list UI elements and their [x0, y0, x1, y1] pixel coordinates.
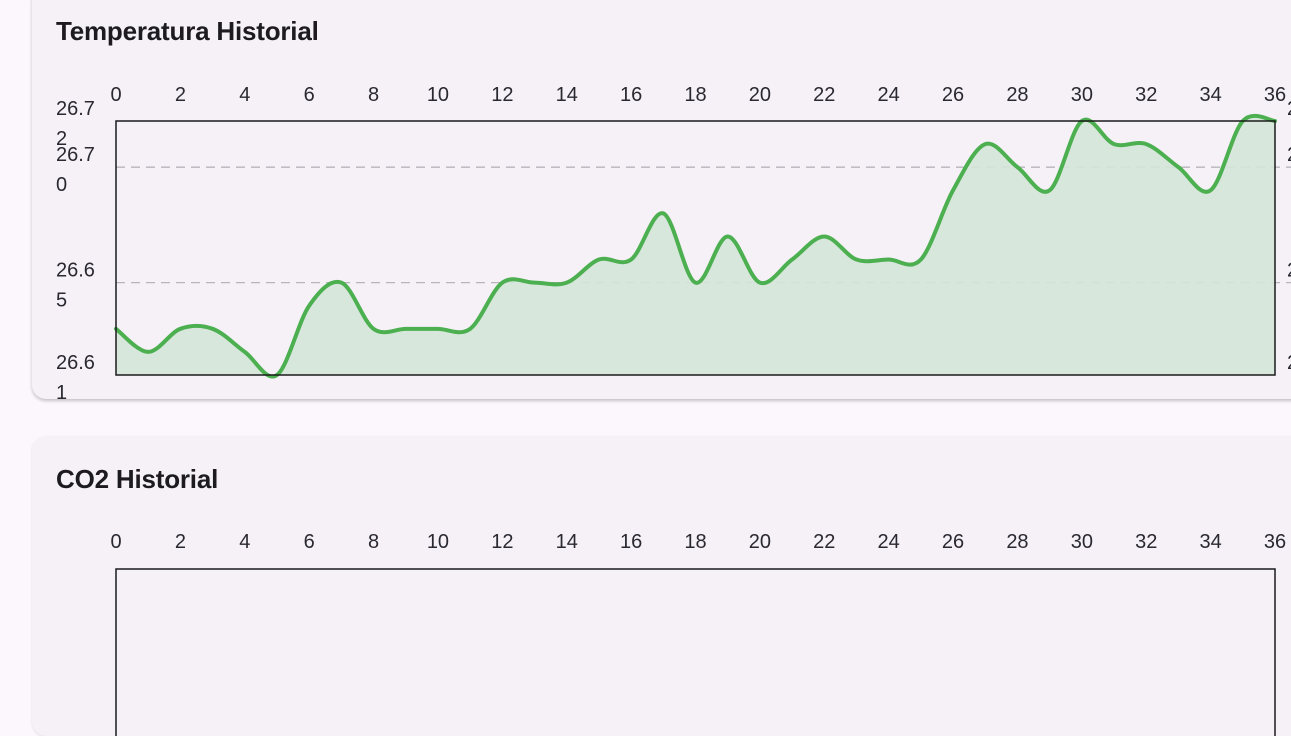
co2-x-tick-label: 22 — [813, 531, 835, 553]
temp-area — [116, 115, 1275, 375]
temp-x-tick-label: 0 — [110, 84, 121, 106]
temp-x-tick-label: 36 — [1264, 84, 1286, 106]
co2-x-tick-label: 10 — [427, 531, 449, 553]
co2-x-tick-label: 16 — [620, 531, 642, 553]
co2-x-tick-label: 30 — [1071, 531, 1093, 553]
temp-x-tick-label: 20 — [749, 84, 771, 106]
temp-y-tick-label-right: 26.61 — [1287, 352, 1291, 374]
temp-y-tick-label-right: 26.65 — [1287, 260, 1291, 282]
co2-card-title: CO2 Historial — [56, 464, 219, 494]
co2-x-tick-label: 14 — [556, 531, 578, 553]
temp-y-tick-label: 26.7 2 — [56, 98, 95, 150]
temp-x-tick-label: 26 — [942, 84, 964, 106]
temp-plot-frame — [115, 120, 1276, 376]
temp-y-tick-label: 26.7 0 — [56, 144, 95, 196]
temp-x-tick-label: 14 — [556, 84, 578, 106]
co2-x-tick-label: 20 — [749, 531, 771, 553]
temp-x-tick-label: 18 — [684, 84, 706, 106]
temp-y-tick-label: 26.6 1 — [56, 352, 95, 404]
co2-x-tick-label: 36 — [1264, 531, 1286, 553]
temp-y-tick-label-right: 26.72 — [1287, 98, 1291, 120]
co2-x-tick-label: 8 — [368, 531, 379, 553]
co2-x-tick-label: 0 — [110, 531, 121, 553]
co2-x-tick-label: 2 — [175, 531, 186, 553]
co2-history-card: CO2 Historial — [32, 436, 1291, 736]
temp-x-tick-label: 16 — [620, 84, 642, 106]
temp-x-tick-label: 12 — [491, 84, 513, 106]
co2-x-tick-label: 26 — [942, 531, 964, 553]
co2-x-tick-label: 18 — [684, 531, 706, 553]
co2-x-tick-label: 32 — [1135, 531, 1157, 553]
temp-y-tick-label-right: 26.70 — [1287, 144, 1291, 166]
temp-x-tick-label: 34 — [1199, 84, 1221, 106]
temp-x-tick-label: 32 — [1135, 84, 1157, 106]
temp-x-tick-label: 2 — [175, 84, 186, 106]
co2-x-tick-label: 12 — [491, 531, 513, 553]
temp-x-tick-label: 22 — [813, 84, 835, 106]
temp-x-tick-label: 8 — [368, 84, 379, 106]
temp-y-tick-label: 26.6 5 — [56, 260, 95, 312]
temp-x-tick-label: 28 — [1006, 84, 1028, 106]
co2-x-tick-label: 4 — [239, 531, 250, 553]
co2-x-tick-label: 6 — [304, 531, 315, 553]
temperature-card-title: Temperatura Historial — [56, 16, 319, 46]
co2-plot-frame — [115, 568, 1276, 736]
temp-x-tick-label: 6 — [304, 84, 315, 106]
co2-x-tick-label: 34 — [1199, 531, 1221, 553]
temp-x-tick-label: 24 — [878, 84, 900, 106]
temp-x-tick-label: 10 — [427, 84, 449, 106]
co2-x-tick-label: 24 — [878, 531, 900, 553]
temp-x-tick-label: 4 — [239, 84, 250, 106]
co2-x-tick-label: 28 — [1006, 531, 1028, 553]
temp-x-tick-label: 30 — [1071, 84, 1093, 106]
